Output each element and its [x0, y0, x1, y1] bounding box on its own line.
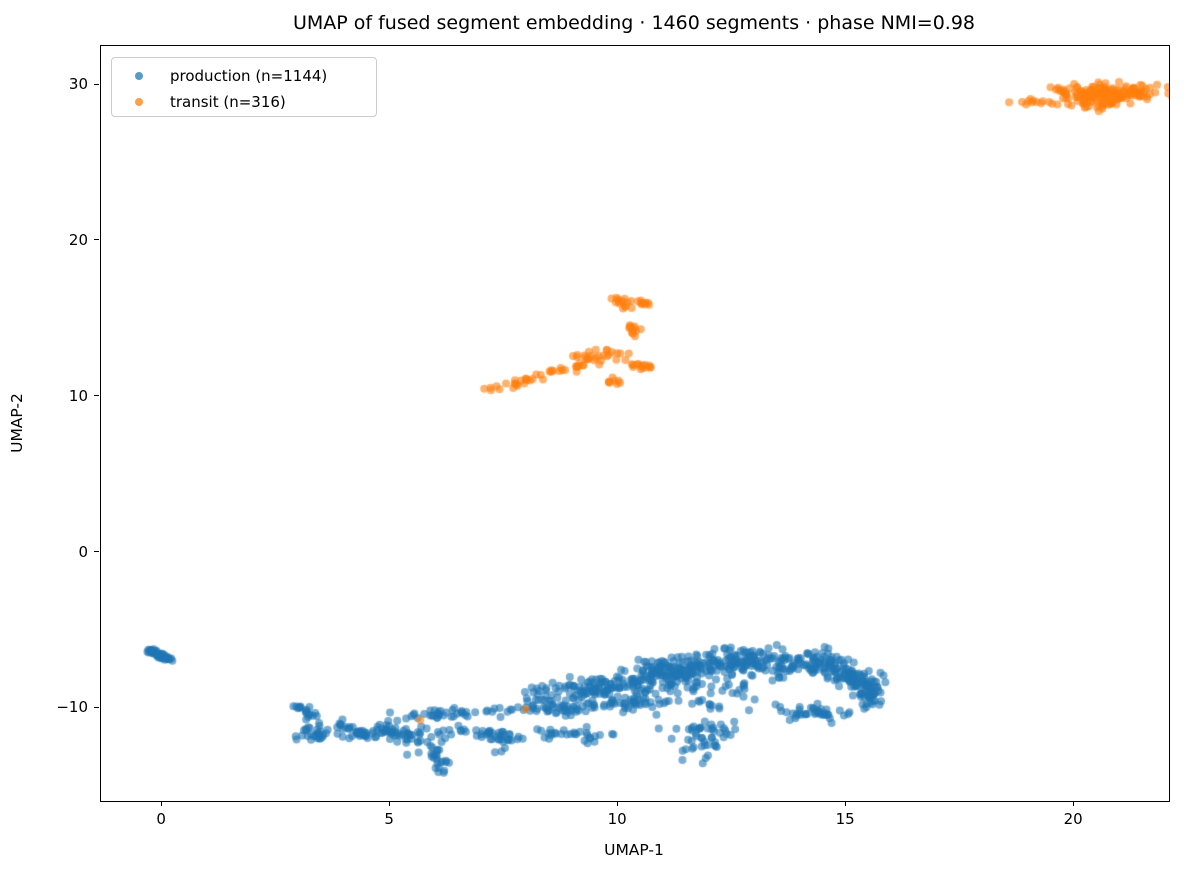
x-tick-mark: [160, 801, 162, 807]
y-tick-label: 0: [78, 542, 88, 561]
y-tick-label: −10: [56, 698, 88, 717]
legend-label-transit: transit (n=316): [170, 93, 286, 111]
y-tick-label: 10: [68, 386, 88, 405]
legend-entry-transit: transit (n=316): [112, 89, 376, 115]
legend: production (n=1144) transit (n=316): [111, 57, 377, 117]
y-tick-label: 30: [68, 75, 88, 94]
plot-area: production (n=1144) transit (n=316): [100, 45, 1170, 802]
x-tick-mark: [388, 801, 390, 807]
y-tick-mark: [93, 83, 99, 85]
y-tick-mark: [93, 706, 99, 708]
scatter-points-canvas: [101, 46, 1169, 801]
x-axis-label: UMAP-1: [604, 841, 664, 859]
legend-label-production: production (n=1144): [170, 67, 328, 85]
y-axis-label: UMAP-2: [8, 393, 26, 453]
transit-marker-icon: [135, 98, 143, 106]
x-tick-label: 5: [384, 810, 394, 828]
x-tick-label: 15: [835, 810, 855, 828]
x-tick-mark: [844, 801, 846, 807]
x-tick-label: 10: [607, 810, 627, 828]
chart-title: UMAP of fused segment embedding · 1460 s…: [292, 12, 976, 34]
x-tick-label: 20: [1063, 810, 1083, 828]
x-tick-mark: [616, 801, 618, 807]
legend-entry-production: production (n=1144): [112, 63, 376, 89]
x-tick-mark: [1072, 801, 1074, 807]
y-tick-mark: [93, 550, 99, 553]
production-marker-icon: [135, 72, 143, 80]
y-tick-mark: [93, 239, 99, 241]
x-tick-label: 0: [156, 810, 166, 828]
y-tick-mark: [93, 395, 99, 397]
y-tick-label: 20: [68, 230, 88, 249]
